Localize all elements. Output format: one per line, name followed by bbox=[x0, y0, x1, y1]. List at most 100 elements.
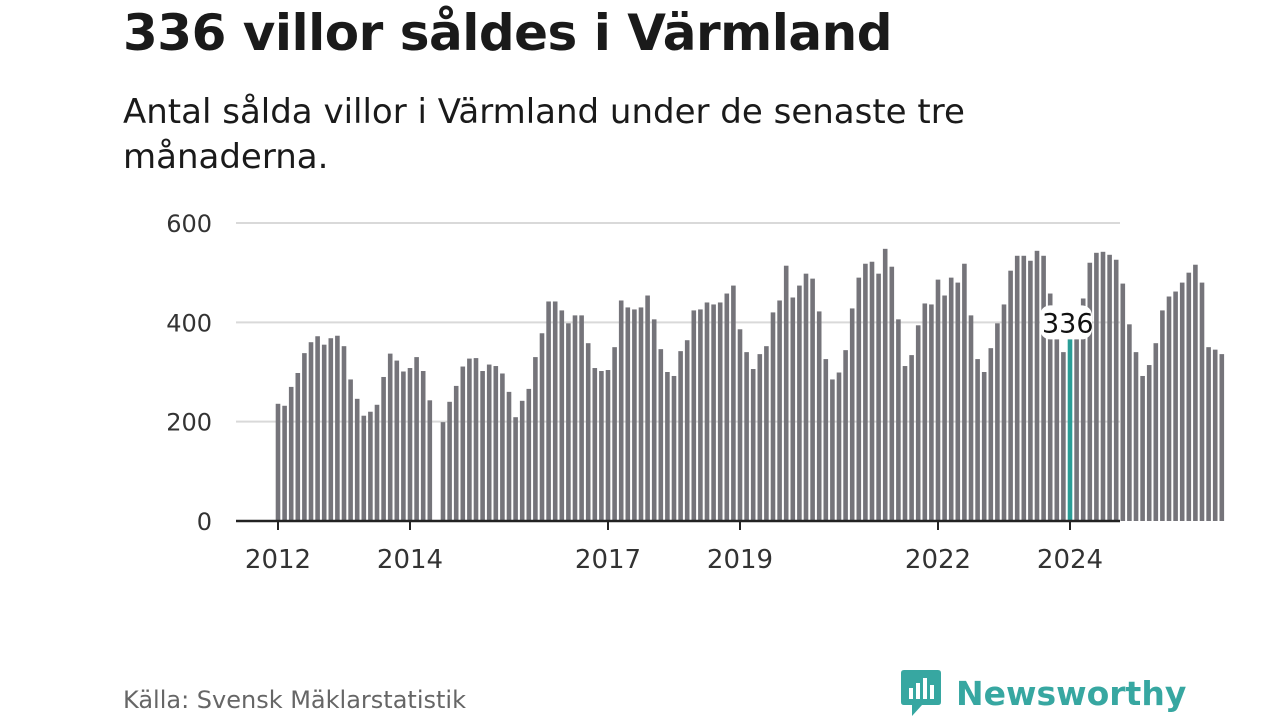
bar bbox=[295, 372, 301, 521]
bar bbox=[592, 368, 598, 521]
bar bbox=[302, 353, 307, 521]
bar bbox=[387, 353, 393, 521]
bar bbox=[803, 273, 809, 521]
bar bbox=[1001, 304, 1007, 521]
x-tick-label: 2019 bbox=[707, 545, 773, 575]
bar bbox=[394, 360, 400, 521]
bar bbox=[321, 344, 327, 521]
bar bbox=[691, 310, 697, 521]
bar bbox=[539, 333, 545, 521]
bar bbox=[975, 359, 980, 521]
bar bbox=[1199, 282, 1205, 521]
bar bbox=[315, 336, 320, 521]
bar bbox=[830, 379, 835, 521]
bar bbox=[1047, 293, 1053, 521]
bar bbox=[480, 371, 485, 521]
x-tick-label: 2014 bbox=[377, 545, 443, 575]
bar bbox=[1193, 264, 1198, 521]
bar bbox=[915, 325, 921, 521]
bar-highlight bbox=[1067, 332, 1073, 521]
bar bbox=[1094, 252, 1099, 522]
bar bbox=[275, 403, 281, 521]
bar bbox=[354, 398, 360, 521]
chart-subtitle: Antal sålda villor i Värmland under de s… bbox=[123, 92, 965, 177]
bar bbox=[1160, 310, 1165, 521]
x-tick-label: 2022 bbox=[905, 545, 971, 575]
bar bbox=[341, 346, 347, 521]
bar bbox=[968, 315, 974, 521]
bar bbox=[1014, 255, 1020, 521]
bar bbox=[440, 422, 446, 521]
bar bbox=[585, 343, 591, 521]
bar bbox=[704, 302, 710, 521]
bar bbox=[1212, 349, 1218, 521]
bar bbox=[500, 373, 505, 521]
bar bbox=[467, 358, 472, 521]
bar bbox=[599, 371, 604, 521]
bar bbox=[777, 300, 782, 521]
bar bbox=[711, 304, 716, 521]
bar bbox=[493, 366, 499, 521]
bar bbox=[698, 309, 703, 521]
bar bbox=[1054, 338, 1060, 521]
bar bbox=[519, 400, 525, 521]
bar bbox=[460, 366, 466, 521]
bar bbox=[770, 312, 776, 521]
bar bbox=[797, 285, 802, 521]
bar bbox=[579, 315, 584, 521]
bar bbox=[935, 279, 941, 521]
bar bbox=[368, 411, 373, 521]
bar bbox=[1107, 254, 1112, 522]
bar bbox=[566, 323, 571, 521]
bar bbox=[948, 277, 954, 521]
bar bbox=[288, 386, 294, 521]
brand-logo[interactable]: Newsworthy bbox=[900, 668, 1186, 718]
bar bbox=[625, 307, 631, 521]
bar bbox=[427, 400, 433, 521]
highlight-value-label: 336 bbox=[1042, 308, 1094, 339]
bar bbox=[473, 358, 479, 521]
source-note: Källa: Svensk Mäklarstatistik bbox=[123, 686, 466, 714]
bar bbox=[863, 263, 868, 521]
bar bbox=[896, 319, 901, 521]
bar bbox=[1080, 298, 1086, 521]
bar bbox=[328, 338, 334, 521]
bar bbox=[1008, 270, 1013, 521]
bar bbox=[764, 346, 769, 521]
bar bbox=[1061, 352, 1066, 521]
bar bbox=[335, 335, 340, 521]
bar bbox=[1166, 296, 1172, 521]
bar bbox=[902, 366, 908, 521]
bar bbox=[1120, 283, 1126, 521]
bar bbox=[618, 300, 624, 521]
bar bbox=[1100, 251, 1106, 521]
bar bbox=[757, 354, 763, 521]
bar bbox=[995, 323, 1000, 521]
bar bbox=[1219, 354, 1225, 521]
bar bbox=[678, 351, 683, 521]
bar bbox=[348, 379, 353, 521]
bar bbox=[909, 355, 914, 521]
bar bbox=[1153, 343, 1159, 521]
bar bbox=[724, 293, 730, 521]
bar bbox=[651, 319, 657, 521]
bar bbox=[1179, 282, 1185, 521]
bar bbox=[453, 385, 459, 521]
bar bbox=[1146, 365, 1152, 521]
bar bbox=[1041, 255, 1046, 521]
bar bbox=[552, 301, 558, 521]
bar bbox=[1133, 352, 1139, 521]
bar bbox=[717, 302, 723, 521]
bar bbox=[1074, 320, 1079, 521]
bar bbox=[869, 261, 875, 521]
bar bbox=[513, 417, 518, 521]
bar bbox=[1173, 291, 1178, 521]
bar bbox=[922, 303, 928, 521]
bar bbox=[731, 285, 736, 521]
bar bbox=[308, 342, 314, 521]
bar bbox=[1113, 259, 1119, 521]
bar bbox=[572, 315, 578, 521]
bar bbox=[638, 307, 644, 521]
bar bbox=[981, 372, 987, 521]
